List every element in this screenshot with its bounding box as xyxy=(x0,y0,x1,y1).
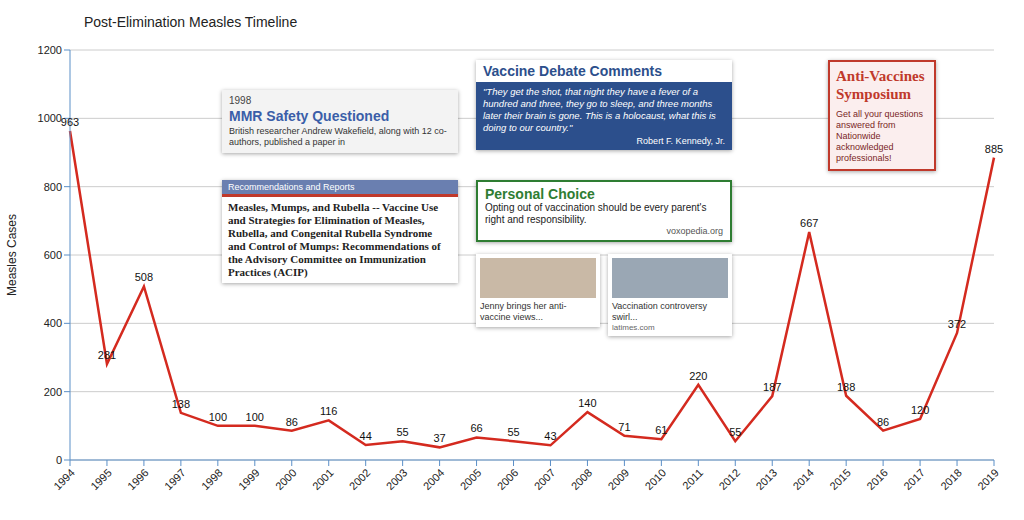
svg-text:86: 86 xyxy=(877,416,889,428)
svg-text:71: 71 xyxy=(618,421,630,433)
html-text:British researcher Andrew Wake: British researcher Andrew Wakefield, alo… xyxy=(229,126,447,147)
svg-text:2013: 2013 xyxy=(753,466,779,492)
html-text:Get all your questions answere: Get all your questions answered from Nat… xyxy=(836,109,923,163)
svg-text:220: 220 xyxy=(689,370,707,382)
svg-text:1996: 1996 xyxy=(125,466,151,492)
svg-text:1200: 1200 xyxy=(38,44,62,56)
html-text:Vaccine Debate Comments: Vaccine Debate Comments xyxy=(483,63,662,79)
svg-text:2007: 2007 xyxy=(532,466,558,492)
svg-text:2015: 2015 xyxy=(827,466,853,492)
svg-text:281: 281 xyxy=(98,349,116,361)
svg-text:372: 372 xyxy=(948,318,966,330)
svg-text:667: 667 xyxy=(800,217,818,229)
svg-text:885: 885 xyxy=(985,143,1003,155)
svg-text:2010: 2010 xyxy=(642,466,668,492)
svg-text:200: 200 xyxy=(44,386,62,398)
svg-text:Measles Cases: Measles Cases xyxy=(5,214,19,296)
svg-text:55: 55 xyxy=(729,426,741,438)
svg-text:43: 43 xyxy=(544,430,556,442)
html-text:Robert F. Kennedy, Jr.: Robert F. Kennedy, Jr. xyxy=(636,136,725,146)
svg-text:508: 508 xyxy=(135,271,153,283)
svg-text:2003: 2003 xyxy=(384,466,410,492)
html-text:"They get the shot, that night: "They get the shot, that night they have… xyxy=(483,86,716,133)
svg-text:187: 187 xyxy=(763,381,781,393)
svg-text:55: 55 xyxy=(507,426,519,438)
html-text:MMR Safety Questioned: MMR Safety Questioned xyxy=(229,108,390,124)
svg-text:100: 100 xyxy=(209,411,227,423)
svg-text:2008: 2008 xyxy=(569,466,595,492)
svg-text:2004: 2004 xyxy=(421,466,447,492)
html-text:Personal Choice: Personal Choice xyxy=(485,186,595,202)
svg-text:2009: 2009 xyxy=(606,466,632,492)
svg-text:2019: 2019 xyxy=(975,466,1001,492)
html-text:Recommendations and Reports: Recommendations and Reports xyxy=(228,182,355,192)
html-text:Opting out of vaccination shou: Opting out of vaccination should be ever… xyxy=(485,202,707,225)
svg-text:1994: 1994 xyxy=(51,466,77,492)
svg-text:1995: 1995 xyxy=(88,466,114,492)
svg-text:1997: 1997 xyxy=(162,466,188,492)
html-text:latimes.com: latimes.com xyxy=(612,323,655,332)
svg-text:37: 37 xyxy=(433,432,445,444)
svg-text:138: 138 xyxy=(172,398,190,410)
svg-text:2002: 2002 xyxy=(347,466,373,492)
svg-text:2014: 2014 xyxy=(790,466,816,492)
svg-text:2005: 2005 xyxy=(458,466,484,492)
html-text:Post-Elimination Measles Timel: Post-Elimination Measles Timeline xyxy=(84,14,298,30)
svg-text:2001: 2001 xyxy=(310,466,336,492)
svg-text:2012: 2012 xyxy=(716,466,742,492)
svg-text:600: 600 xyxy=(44,249,62,261)
svg-text:55: 55 xyxy=(397,426,409,438)
html-text:1998: 1998 xyxy=(229,95,252,106)
html-text:Jenny brings her anti-vaccine: Jenny brings her anti-vaccine views... xyxy=(480,301,567,322)
svg-text:1999: 1999 xyxy=(236,466,262,492)
html-text:voxopedia.org: voxopedia.org xyxy=(666,226,723,236)
svg-text:400: 400 xyxy=(44,317,62,329)
svg-text:188: 188 xyxy=(837,381,855,393)
svg-text:2016: 2016 xyxy=(864,466,890,492)
svg-text:61: 61 xyxy=(655,424,667,436)
html-text:Vaccination controversy swirl.: Vaccination controversy swirl... xyxy=(612,301,707,322)
svg-text:100: 100 xyxy=(246,411,264,423)
svg-text:44: 44 xyxy=(360,430,372,442)
svg-text:1000: 1000 xyxy=(38,112,62,124)
svg-text:2000: 2000 xyxy=(273,466,299,492)
svg-text:120: 120 xyxy=(911,404,929,416)
svg-text:2018: 2018 xyxy=(938,466,964,492)
svg-text:2017: 2017 xyxy=(901,466,927,492)
svg-text:800: 800 xyxy=(44,181,62,193)
svg-text:116: 116 xyxy=(320,405,338,417)
svg-text:86: 86 xyxy=(286,416,298,428)
html-text:Anti-Vaccines Symposium: Anti-Vaccines Symposium xyxy=(836,68,925,102)
svg-text:963: 963 xyxy=(61,116,79,128)
svg-text:1998: 1998 xyxy=(199,466,225,492)
svg-text:2006: 2006 xyxy=(495,466,521,492)
svg-text:140: 140 xyxy=(578,397,596,409)
svg-text:2011: 2011 xyxy=(680,466,705,491)
html-text:Measles, Mumps, and Rubella --: Measles, Mumps, and Rubella -- Vaccine U… xyxy=(228,201,441,278)
svg-text:66: 66 xyxy=(470,422,482,434)
svg-text:0: 0 xyxy=(56,454,62,466)
